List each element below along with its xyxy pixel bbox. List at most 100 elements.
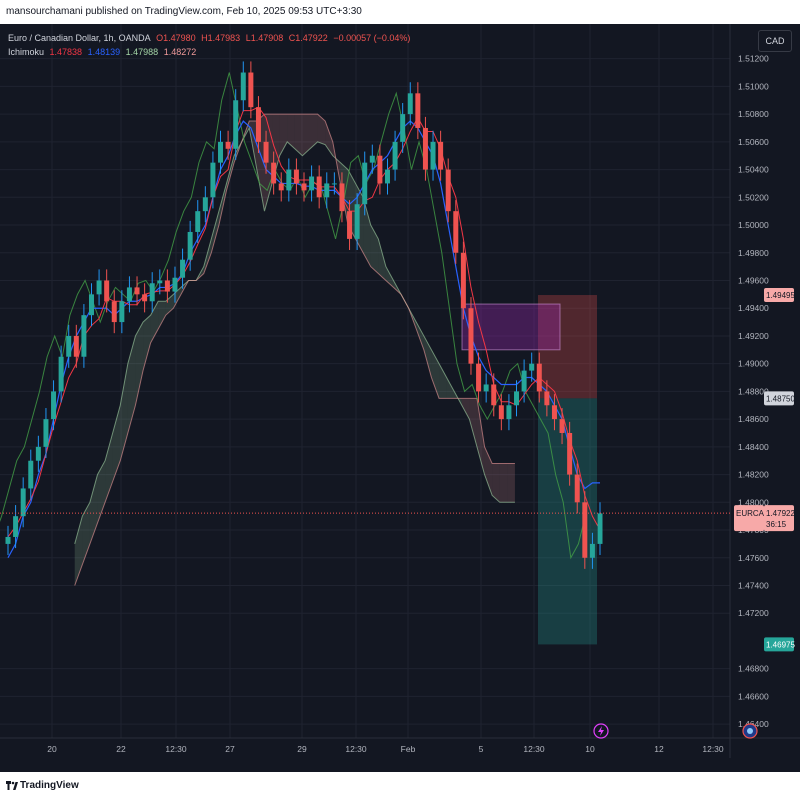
cloud-segment <box>416 322 424 350</box>
candle <box>316 165 322 209</box>
price-tag-text: 1.46975 <box>766 640 795 649</box>
candle-body <box>149 283 155 302</box>
candle <box>13 505 19 549</box>
cloud-segment <box>158 301 166 330</box>
candle-body <box>377 155 383 184</box>
ichimoku-cloud <box>74 114 515 586</box>
candle <box>119 290 125 334</box>
cloud-segment <box>439 363 447 399</box>
price-tag-stop: 1.49495 <box>764 288 795 303</box>
lightning-glyph <box>598 726 604 736</box>
candle <box>582 491 588 569</box>
tradingview-brand[interactable]: TradingView <box>20 780 79 791</box>
candle-body <box>28 460 34 489</box>
price-axis-label: 1.48200 <box>738 470 769 480</box>
candle-body <box>248 72 254 108</box>
cloud-segment <box>120 363 128 461</box>
candle <box>498 394 504 431</box>
candle <box>195 200 201 244</box>
currency-selector-button[interactable]: CAD <box>758 30 792 52</box>
candle <box>164 269 170 303</box>
candle <box>5 525 11 555</box>
candle <box>218 130 224 174</box>
candle <box>422 116 428 181</box>
candle-body <box>195 211 201 232</box>
candle-body <box>35 446 41 461</box>
price-tag-text: 1.49495 <box>766 291 795 300</box>
candle-body <box>362 162 368 205</box>
candle <box>468 297 474 375</box>
candle <box>514 380 520 417</box>
price-axis-label: 1.48000 <box>738 497 769 507</box>
candle-body <box>240 72 246 101</box>
price-axis-label: 1.48800 <box>738 386 769 396</box>
cloud-segment <box>378 238 386 281</box>
ohlc-change: −0.00057 (−0.04%) <box>333 33 411 43</box>
cloud-segment <box>287 114 295 149</box>
price-axis-label: 1.47400 <box>738 580 769 590</box>
price-axis: 1.51200 1.51000 1.50800 1.50600 1.50400 1.502… <box>738 54 769 729</box>
candle <box>460 241 466 320</box>
candle-body <box>301 183 307 191</box>
candle-body <box>430 141 436 170</box>
time-axis-label: 27 <box>225 744 235 754</box>
candle <box>180 248 186 289</box>
time-axis-label: 22 <box>116 744 126 754</box>
symbol-name[interactable]: Euro / Canadian Dollar, 1h, OANDA <box>8 33 151 43</box>
price-chart[interactable]: 1.51200 1.51000 1.50800 1.50600 1.50400 1.502… <box>0 24 800 772</box>
candle <box>58 345 64 403</box>
candles <box>5 61 603 569</box>
cloud-segment <box>310 114 318 149</box>
candle <box>491 373 497 417</box>
candle-body <box>536 363 542 392</box>
stop-loss-zone <box>538 295 597 399</box>
candle <box>536 352 542 403</box>
candle-body <box>369 155 375 163</box>
flag-glyph <box>747 728 753 734</box>
candle <box>430 130 436 181</box>
candle-body <box>187 231 193 260</box>
price-axis-label: 1.51200 <box>738 54 769 64</box>
ichimoku-lagging-value: 1.47988 <box>125 47 159 57</box>
candle-body <box>58 356 64 392</box>
candle-body <box>142 294 148 302</box>
candle-body <box>567 432 573 475</box>
candle <box>126 276 132 313</box>
candle <box>187 220 193 271</box>
cloud-segment <box>302 114 310 156</box>
candle <box>551 394 557 431</box>
indicator-legend: Ichimoku 1.47838 1.48139 1.47988 1.48272 <box>8 47 199 57</box>
candle-body <box>574 474 580 503</box>
candle <box>400 103 406 153</box>
candle <box>73 324 79 368</box>
cloud-segment <box>476 398 485 475</box>
candle-body <box>51 391 57 420</box>
candle <box>210 151 216 209</box>
candle <box>301 172 307 202</box>
candle-body <box>589 543 595 558</box>
candle-body <box>255 107 261 142</box>
candle-body <box>415 93 421 128</box>
price-axis-label: 1.46800 <box>738 664 769 674</box>
candle <box>567 421 573 486</box>
price-axis-label: 1.50800 <box>738 109 769 119</box>
footer: TradingView <box>0 772 800 800</box>
chart-pane[interactable]: 1.51200 1.51000 1.50800 1.50600 1.50400 1.502… <box>0 24 800 772</box>
candle-body <box>491 384 497 406</box>
cloud-segment <box>370 225 379 274</box>
candle-body <box>498 405 504 420</box>
candle-body <box>126 287 132 302</box>
candle <box>293 158 299 195</box>
cloud-segment <box>431 349 440 399</box>
time-axis-label: 29 <box>297 744 307 754</box>
price-axis-label: 1.48400 <box>738 442 769 452</box>
cloud-segment <box>105 432 113 503</box>
candle <box>225 130 231 160</box>
time-axis-label: 10 <box>585 744 595 754</box>
candle-body <box>392 141 398 170</box>
candle-body <box>73 335 79 357</box>
last-price-tag: 1.47922 <box>766 509 795 518</box>
indicator-name[interactable]: Ichimoku <box>8 47 45 57</box>
published-by-text: mansourchamani published on TradingView.… <box>6 6 362 17</box>
price-tag-text: 1.48750 <box>766 394 795 403</box>
